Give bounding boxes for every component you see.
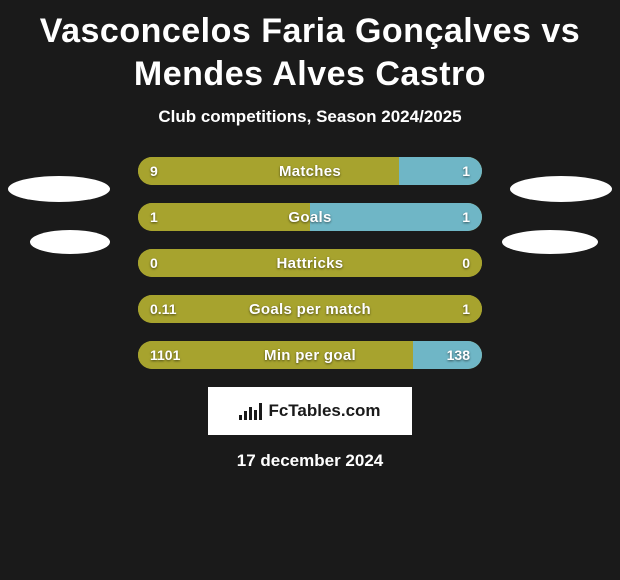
bar-track: 0.111Goals per match <box>138 295 482 323</box>
stat-row: 0.111Goals per match <box>8 295 612 323</box>
bar-label: Goals per match <box>138 295 482 323</box>
bar-track: 00Hattricks <box>138 249 482 277</box>
avatar-right-1 <box>510 176 612 202</box>
date-label: 17 december 2024 <box>0 451 620 471</box>
stat-row: 00Hattricks <box>8 249 612 277</box>
avatar-left-1 <box>8 176 110 202</box>
bar-label: Matches <box>138 157 482 185</box>
bar-label: Hattricks <box>138 249 482 277</box>
bar-track: 91Matches <box>138 157 482 185</box>
stat-row: 11Goals <box>8 203 612 231</box>
logo-text: FcTables.com <box>268 401 380 421</box>
avatar-left-2 <box>30 230 110 254</box>
bar-label: Goals <box>138 203 482 231</box>
avatar-right-2 <box>502 230 598 254</box>
chart-icon <box>239 402 262 420</box>
bar-track: 11Goals <box>138 203 482 231</box>
bar-track: 1101138Min per goal <box>138 341 482 369</box>
stat-row: 1101138Min per goal <box>8 341 612 369</box>
logo-box[interactable]: FcTables.com <box>208 387 412 435</box>
page-title: Vasconcelos Faria Gonçalves vs Mendes Al… <box>0 0 620 95</box>
bar-label: Min per goal <box>138 341 482 369</box>
subtitle: Club competitions, Season 2024/2025 <box>0 107 620 127</box>
